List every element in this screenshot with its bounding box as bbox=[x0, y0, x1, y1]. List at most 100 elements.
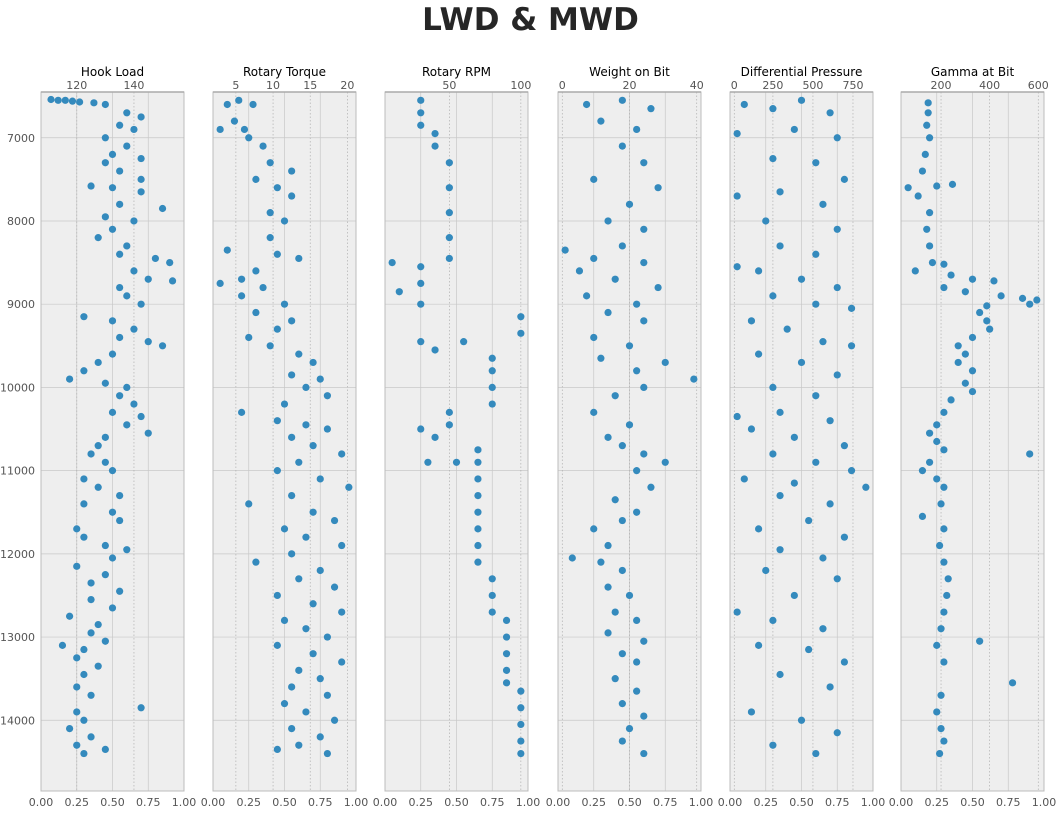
data-point bbox=[604, 583, 612, 591]
bottom-tick-label: 0.50 bbox=[444, 796, 469, 809]
data-point bbox=[445, 184, 453, 192]
data-point bbox=[87, 596, 95, 604]
data-point bbox=[302, 383, 310, 392]
data-point bbox=[805, 516, 813, 525]
data-point bbox=[388, 258, 396, 267]
top-tick-label: 100 bbox=[510, 79, 531, 92]
data-point bbox=[933, 421, 941, 429]
data-point bbox=[640, 712, 648, 720]
data-point bbox=[116, 587, 124, 595]
data-point bbox=[330, 516, 339, 525]
data-point bbox=[87, 629, 95, 637]
data-point bbox=[474, 508, 482, 516]
data-point bbox=[302, 421, 310, 429]
data-point bbox=[590, 175, 598, 183]
data-point bbox=[926, 458, 934, 466]
data-point bbox=[68, 97, 77, 105]
data-point bbox=[776, 491, 784, 500]
data-point bbox=[940, 658, 948, 666]
data-point bbox=[847, 342, 856, 350]
data-point bbox=[933, 708, 941, 716]
data-point bbox=[137, 188, 145, 196]
data-point bbox=[640, 317, 648, 325]
data-point bbox=[961, 350, 969, 358]
data-point bbox=[961, 288, 969, 296]
data-point bbox=[123, 421, 131, 429]
data-point bbox=[288, 724, 296, 733]
data-point bbox=[295, 666, 303, 674]
data-point bbox=[633, 658, 641, 666]
bottom-tick-label: 0.75 bbox=[653, 796, 678, 809]
bottom-tick-label: 1.00 bbox=[344, 796, 369, 809]
bottom-tick-label: 0.25 bbox=[754, 796, 779, 809]
data-point bbox=[769, 292, 777, 300]
bottom-tick-label: 0.50 bbox=[100, 796, 125, 809]
data-point bbox=[640, 225, 648, 233]
data-point bbox=[590, 333, 598, 342]
y-tick-label: 8000 bbox=[7, 215, 35, 228]
panel-title: Gamma at Bit bbox=[931, 65, 1015, 79]
data-point bbox=[926, 242, 934, 250]
data-point bbox=[330, 716, 339, 724]
data-point bbox=[923, 225, 931, 233]
data-point bbox=[790, 433, 798, 441]
top-tick-label: 600 bbox=[1028, 79, 1049, 92]
data-point bbox=[747, 317, 756, 325]
data-point bbox=[130, 267, 138, 275]
data-point bbox=[597, 558, 605, 566]
data-point bbox=[517, 720, 525, 729]
data-point bbox=[940, 408, 948, 416]
data-point bbox=[288, 683, 296, 691]
top-tick-label: 20 bbox=[340, 79, 354, 92]
data-point bbox=[338, 450, 346, 458]
data-point bbox=[295, 350, 303, 358]
data-point bbox=[87, 691, 95, 699]
bottom-tick-label: 0.00 bbox=[201, 796, 226, 809]
chart-title: LWD & MWD bbox=[422, 2, 639, 38]
top-tick-label: 750 bbox=[842, 79, 863, 92]
data-point bbox=[101, 745, 109, 753]
y-tick-label: 11000 bbox=[0, 465, 35, 478]
data-point bbox=[87, 579, 95, 587]
data-point bbox=[245, 333, 253, 342]
data-point bbox=[690, 375, 698, 383]
data-point bbox=[474, 475, 482, 483]
top-tick-label: 200 bbox=[931, 79, 952, 92]
data-point bbox=[252, 308, 260, 317]
data-point bbox=[87, 733, 95, 741]
data-point bbox=[488, 400, 496, 408]
data-point bbox=[940, 608, 948, 616]
data-point bbox=[101, 571, 109, 579]
top-tick-label: 15 bbox=[303, 79, 317, 92]
data-point bbox=[755, 267, 763, 275]
data-point bbox=[819, 554, 827, 562]
data-point bbox=[762, 566, 770, 575]
data-point bbox=[928, 258, 937, 267]
data-point bbox=[80, 645, 88, 654]
data-point bbox=[417, 425, 425, 433]
data-point bbox=[611, 675, 619, 683]
data-point bbox=[488, 367, 496, 375]
data-point bbox=[625, 724, 634, 733]
data-point bbox=[733, 608, 741, 616]
data-point bbox=[976, 637, 984, 645]
data-point bbox=[87, 182, 95, 190]
data-point bbox=[568, 554, 576, 562]
data-point bbox=[431, 130, 439, 138]
bottom-tick-label: 0.00 bbox=[718, 796, 743, 809]
data-point bbox=[137, 175, 145, 183]
data-point bbox=[933, 475, 941, 483]
data-point bbox=[968, 387, 977, 396]
data-point bbox=[833, 729, 841, 737]
data-point bbox=[733, 192, 741, 200]
y-tick-label: 7000 bbox=[7, 132, 35, 145]
data-point bbox=[755, 641, 763, 649]
data-point bbox=[80, 533, 88, 541]
data-point bbox=[101, 134, 109, 142]
data-point bbox=[833, 134, 841, 142]
data-point bbox=[926, 429, 934, 437]
data-point bbox=[116, 333, 124, 342]
data-point bbox=[923, 121, 931, 129]
data-point bbox=[812, 250, 820, 258]
